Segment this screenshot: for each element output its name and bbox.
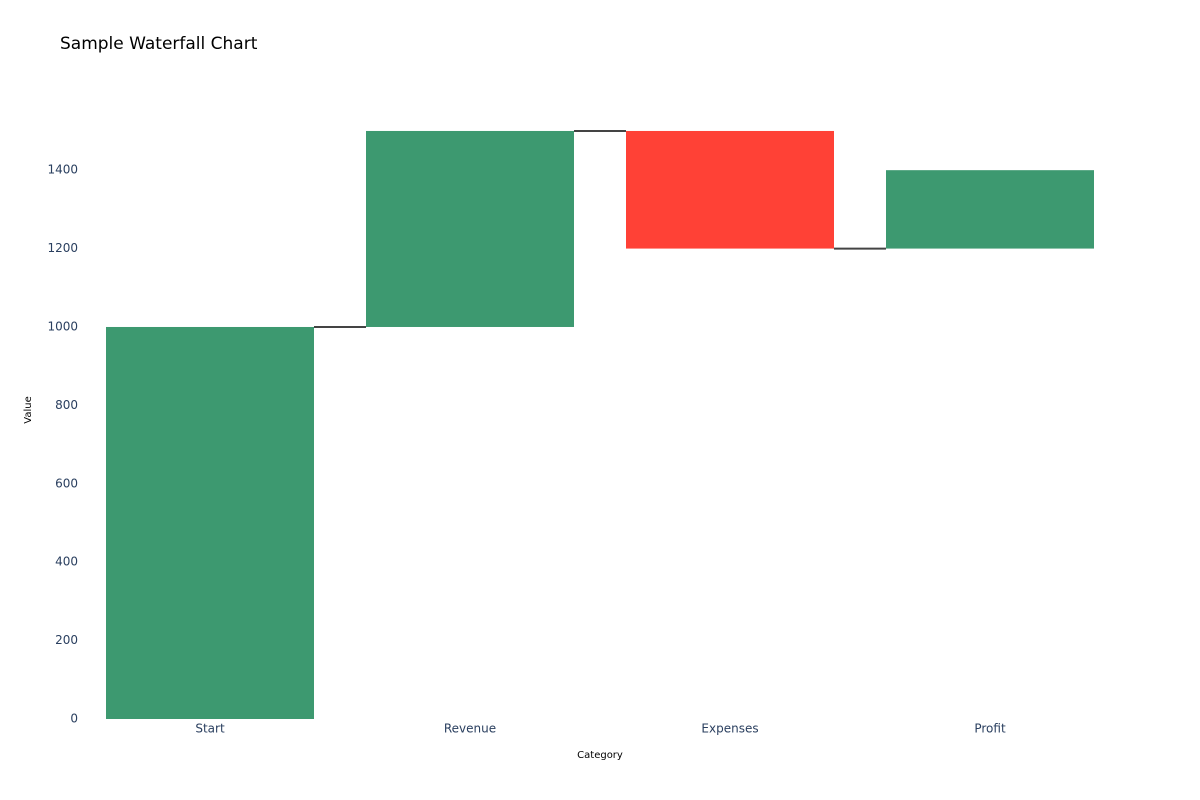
y-tick-label: 600	[55, 476, 78, 490]
y-tick-label: 1200	[47, 241, 78, 255]
y-tick-label: 400	[55, 555, 78, 569]
chart-title: Sample Waterfall Chart	[60, 34, 258, 54]
y-tick-label: 200	[55, 633, 78, 647]
y-tick-label: 800	[55, 398, 78, 412]
bar	[886, 170, 1094, 249]
x-tick-label: Profit	[974, 722, 1006, 736]
x-tick-label: Start	[195, 722, 225, 736]
y-tick-label: 0	[70, 712, 78, 726]
y-axis-title: Value	[23, 396, 34, 423]
bar	[626, 130, 834, 249]
bar	[366, 130, 574, 327]
x-tick-label: Revenue	[444, 722, 496, 736]
y-tick-label: 1000	[47, 319, 78, 333]
x-axis-title: Category	[577, 750, 623, 761]
x-tick-label: Expenses	[701, 722, 758, 736]
y-tick-label: 1400	[47, 163, 78, 177]
bar	[106, 326, 314, 719]
